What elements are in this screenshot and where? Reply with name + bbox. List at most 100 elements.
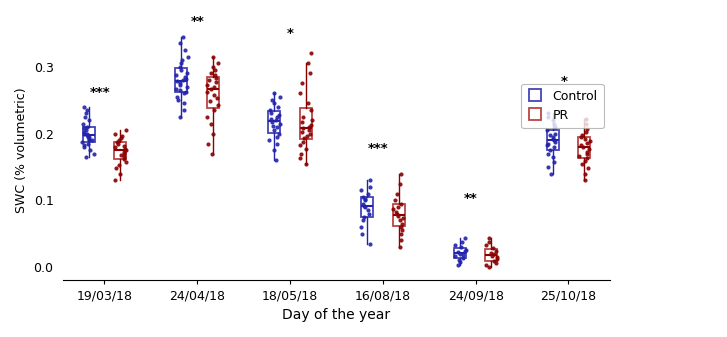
- Point: [306, 118, 318, 123]
- Point: [174, 114, 186, 120]
- Point: [488, 252, 499, 257]
- Point: [274, 94, 286, 99]
- Point: [577, 132, 588, 137]
- Point: [394, 218, 406, 223]
- Point: [358, 201, 369, 206]
- Point: [174, 64, 185, 69]
- Point: [305, 122, 317, 127]
- Point: [452, 250, 464, 255]
- Point: [545, 148, 556, 153]
- Point: [547, 118, 559, 123]
- Point: [270, 118, 281, 123]
- Point: [296, 81, 308, 86]
- Point: [395, 238, 407, 243]
- Point: [115, 135, 126, 141]
- Point: [356, 231, 368, 236]
- Point: [204, 99, 216, 104]
- Point: [210, 75, 222, 81]
- Point: [391, 211, 403, 216]
- Point: [455, 244, 467, 250]
- Point: [268, 123, 279, 128]
- Point: [579, 171, 591, 176]
- Point: [177, 78, 188, 83]
- Point: [577, 161, 588, 167]
- Point: [583, 146, 595, 152]
- Point: [205, 86, 217, 91]
- Point: [390, 197, 401, 203]
- Point: [483, 239, 494, 244]
- Point: [172, 79, 183, 84]
- Point: [297, 114, 309, 120]
- Point: [81, 154, 92, 160]
- Point: [79, 104, 90, 110]
- Point: [296, 129, 308, 135]
- Point: [111, 139, 123, 144]
- Point: [575, 142, 587, 148]
- Point: [542, 142, 553, 148]
- Point: [83, 137, 95, 143]
- Point: [270, 114, 282, 120]
- Point: [294, 156, 305, 161]
- Point: [359, 196, 371, 202]
- Point: [488, 258, 499, 264]
- Point: [358, 203, 370, 208]
- Point: [457, 256, 469, 261]
- Point: [542, 111, 554, 116]
- Point: [491, 248, 502, 254]
- Point: [303, 124, 315, 129]
- Point: [180, 76, 192, 82]
- Point: [78, 142, 89, 148]
- Point: [542, 141, 554, 146]
- Point: [549, 131, 561, 136]
- Point: [116, 133, 127, 138]
- Point: [79, 114, 91, 120]
- Point: [364, 178, 376, 183]
- Point: [179, 48, 190, 53]
- X-axis label: Day of the year: Day of the year: [282, 308, 390, 322]
- Point: [544, 132, 555, 137]
- Point: [453, 258, 465, 263]
- Point: [119, 150, 130, 155]
- Point: [362, 208, 374, 213]
- Point: [392, 213, 403, 218]
- Point: [390, 191, 402, 196]
- Point: [577, 144, 589, 150]
- Point: [268, 148, 280, 153]
- Point: [294, 91, 306, 96]
- Point: [270, 157, 281, 163]
- Point: [305, 51, 316, 56]
- Point: [387, 206, 399, 212]
- Point: [268, 91, 279, 96]
- Point: [302, 101, 314, 106]
- Point: [295, 151, 307, 156]
- Point: [270, 124, 282, 129]
- Point: [84, 136, 95, 142]
- Point: [581, 156, 593, 161]
- Point: [275, 121, 286, 126]
- Point: [78, 144, 89, 150]
- Point: [297, 125, 309, 131]
- Point: [121, 127, 132, 133]
- Point: [83, 134, 95, 140]
- Point: [176, 57, 188, 63]
- Point: [118, 151, 129, 156]
- Point: [394, 244, 406, 250]
- Point: [582, 151, 593, 156]
- Point: [302, 61, 313, 66]
- Point: [581, 149, 593, 154]
- Point: [449, 242, 460, 248]
- Point: [267, 120, 278, 125]
- Point: [483, 236, 494, 241]
- Point: [205, 71, 217, 76]
- Point: [79, 129, 90, 135]
- Text: *: *: [561, 75, 567, 88]
- Point: [457, 252, 469, 258]
- Point: [579, 158, 591, 163]
- Point: [581, 126, 593, 131]
- Point: [488, 246, 499, 251]
- Point: [454, 251, 466, 256]
- Point: [86, 137, 97, 143]
- Point: [120, 159, 132, 164]
- Point: [271, 134, 283, 140]
- Point: [171, 86, 182, 91]
